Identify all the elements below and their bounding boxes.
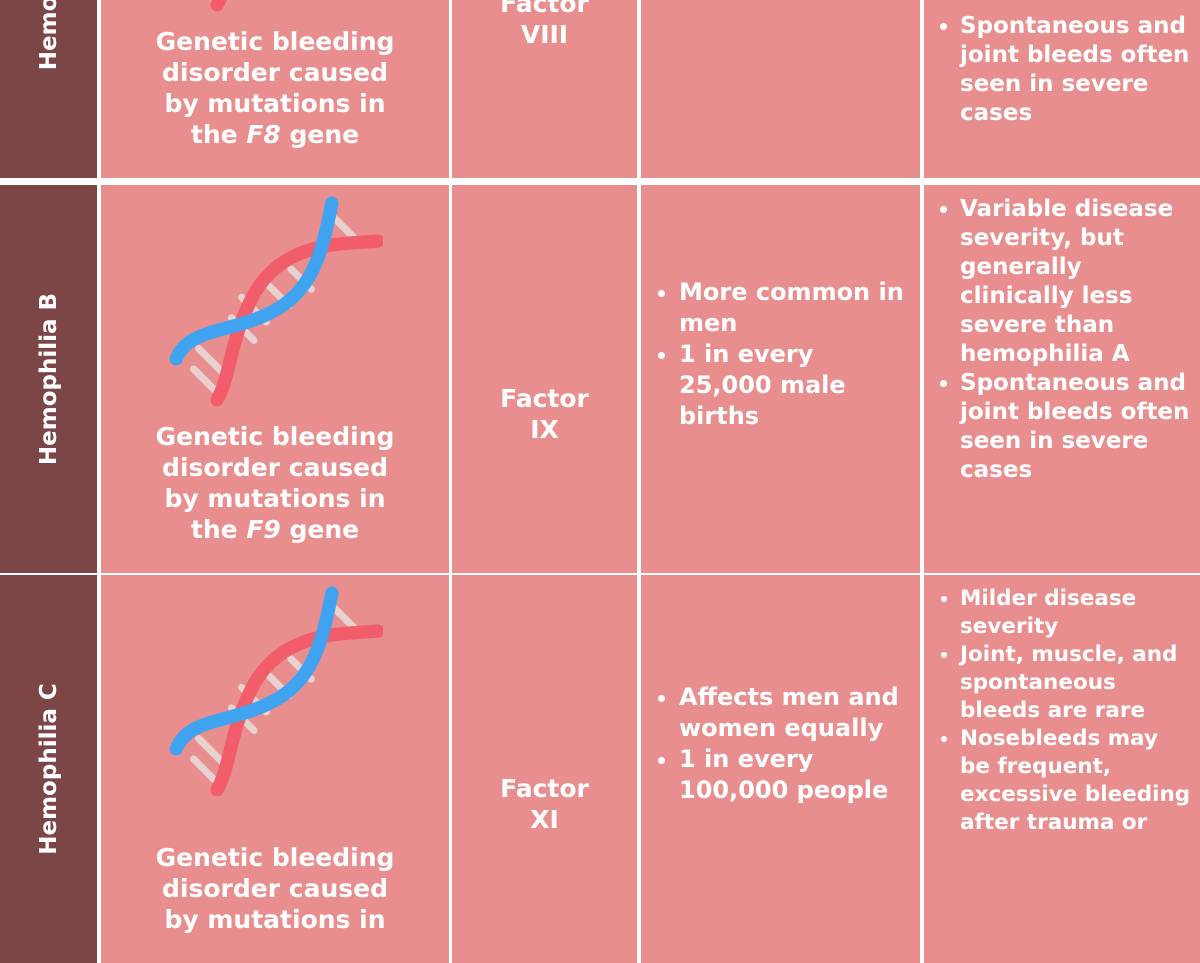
row-title: Hemophilia C (35, 683, 62, 855)
factor-name: Factor VIII (500, 0, 589, 49)
gene-name: F8 (246, 120, 281, 149)
description-cell: Genetic bleeding disorder caused by muta… (101, 0, 449, 178)
symptoms-cell: Milder disease severityJoint, muscle, an… (924, 575, 1200, 963)
description-text: Genetic bleeding disorder caused by muta… (155, 27, 395, 149)
factor-cell: Factor IX (452, 185, 637, 573)
gene-name: F9 (246, 515, 281, 544)
description-cell: Genetic bleeding disorder caused by muta… (101, 185, 449, 573)
prevalence-cell: Affects men and women equally1 in every … (641, 575, 920, 963)
symptom-item: Milder disease severity (960, 585, 1194, 641)
prevalence-item: 1 in every 25,000 male births (679, 339, 910, 432)
prevalence-item: Affects men and women equally (679, 682, 910, 744)
description-text: Genetic bleeding disorder caused by muta… (155, 422, 395, 544)
dna-icon (168, 195, 383, 410)
symptoms-cell: Variable disease severity, but generally… (924, 185, 1200, 573)
prevalence-cell: More common in men1 in every 25,000 male… (641, 185, 920, 573)
symptom-item: Nosebleeds may be frequent, excessive bl… (960, 725, 1194, 837)
row-header: Hemophilia B (0, 185, 97, 573)
description-suffix: gene (289, 515, 360, 544)
symptoms-list: Variable disease severity, but generally… (934, 195, 1194, 485)
prevalence-item: 1 in every 100,000 people (679, 744, 910, 806)
description: Genetic bleeding disorder caused by muta… (101, 26, 449, 150)
prevalence-item: More common in men (679, 277, 910, 339)
symptoms-list: Milder disease severityJoint, muscle, an… (934, 585, 1194, 837)
prevalence-cell (641, 0, 920, 178)
symptom-item: Spontaneous and joint bleeds often seen … (960, 369, 1194, 485)
symptom-item: Spontaneous and joint bleeds often seen … (960, 12, 1194, 128)
factor-name: Factor IX (500, 384, 589, 444)
page: Hemophilia A Genetic bleeding disorder ca… (0, 0, 1200, 900)
description-text: Genetic bleeding disorder caused by muta… (155, 843, 395, 934)
row-header: Hemophilia A (0, 0, 97, 178)
symptoms-cell: Spontaneous and joint bleeds often seen … (924, 0, 1200, 178)
description: Genetic bleeding disorder caused by muta… (101, 842, 449, 935)
prevalence-list: Affects men and women equally1 in every … (653, 682, 910, 806)
symptom-item: Joint, muscle, and spontaneous bleeds ar… (960, 641, 1194, 725)
prevalence-list: More common in men1 in every 25,000 male… (653, 277, 910, 432)
factor-cell: Factor VIII (452, 0, 637, 178)
dna-icon (168, 585, 383, 800)
factor-name: Factor XI (500, 774, 589, 834)
dna-icon (168, 0, 383, 15)
row-title: Hemophilia B (35, 292, 62, 466)
description-cell: Genetic bleeding disorder caused by muta… (101, 575, 449, 963)
symptom-item: Variable disease severity, but generally… (960, 195, 1194, 369)
description-suffix: gene (289, 120, 360, 149)
row-title: Hemophilia A (36, 0, 62, 70)
factor-cell: Factor XI (452, 575, 637, 963)
symptoms-list: Spontaneous and joint bleeds often seen … (934, 12, 1194, 128)
row-header: Hemophilia C (0, 575, 97, 963)
description: Genetic bleeding disorder caused by muta… (101, 421, 449, 545)
